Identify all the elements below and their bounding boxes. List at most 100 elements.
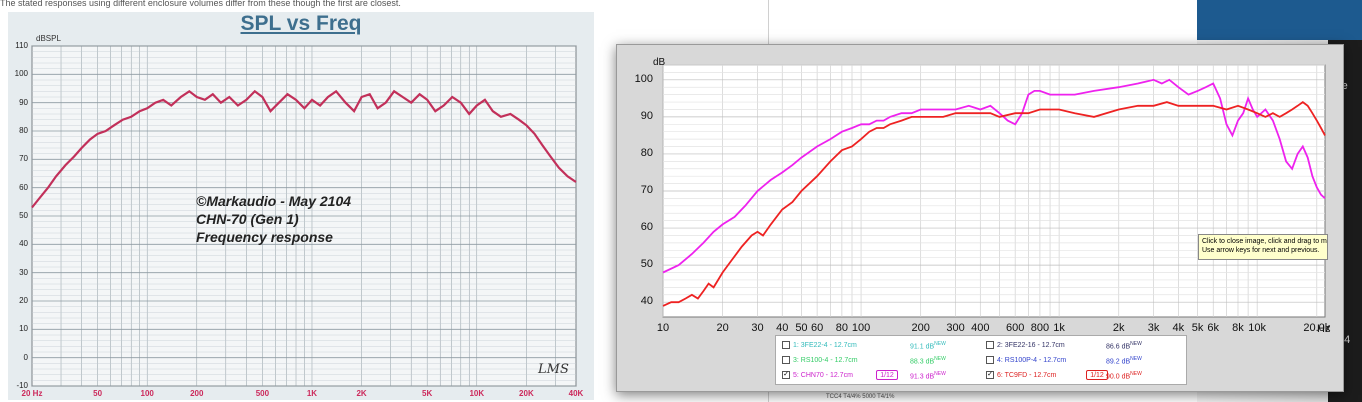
left-y-tick-label: 20 — [19, 296, 28, 305]
right-x-tick-label: 1k — [1053, 322, 1065, 334]
right-x-tick-label: 100 — [851, 322, 871, 334]
left-y-tick-label: 50 — [19, 211, 28, 220]
sensitivity-value: 91.1 dB — [910, 343, 935, 351]
image-lightbox-popup[interactable]: dB 100 90 80 70 60 50 40 10 20 30 40 50 60 80 100 200 3… — [616, 44, 1344, 392]
left-y-tick-label: 0 — [23, 352, 28, 362]
legend-sensitivity: 91.3 dBNEW — [910, 371, 946, 380]
left-x-tick-label: 100 — [140, 389, 154, 398]
right-y-tick-label: 80 — [640, 146, 653, 159]
right-chart-y-unit: dB — [653, 57, 666, 68]
legend-entry[interactable]: ✓ 5: CHN70 - 12.7cm — [782, 371, 853, 379]
page-text-fragment: TCC4 T4/4% 5000 T4/1% — [826, 394, 895, 400]
right-x-tick-label: 5k — [1191, 322, 1204, 334]
right-x-tick-label: 300 — [946, 322, 965, 334]
left-x-tick-label: 1K — [306, 389, 318, 398]
legend-sensitivity: 86.6 dBNEW — [1106, 341, 1142, 350]
left-y-tick-label: 80 — [19, 126, 28, 135]
right-x-tick-label: 50 — [795, 322, 808, 334]
new-badge: NEW — [1130, 371, 1142, 377]
right-chart-x-unit: Hz — [1317, 323, 1331, 335]
right-y-tick-label: 40 — [640, 295, 653, 308]
new-badge: NEW — [1130, 341, 1142, 347]
left-spl-chart: SPL vs Freq dBSPL 110 100 90 80 70 60 50 40 30 20… — [8, 12, 594, 400]
legend-row: 1: 3FE22-4 - 12.7cm 91.1 dBNEW 2: 3FE22-16… — [776, 339, 1186, 353]
left-x-tick-label: 500 — [255, 389, 270, 398]
legend-checkbox[interactable] — [782, 341, 790, 349]
smoothing-control[interactable]: 1/12 — [1086, 370, 1108, 380]
sensitivity-value: 86.6 dB — [1106, 343, 1131, 351]
right-x-tick-label: 20.0k — [1303, 322, 1331, 334]
new-badge: NEW — [934, 356, 946, 362]
right-x-tick-label: 3k — [1147, 322, 1160, 334]
legend-label: 1: 3FE22-4 - 12.7cm — [793, 341, 857, 349]
right-x-tick-label: 2k — [1112, 322, 1125, 334]
annotation-line-model: CHN-70 (Gen 1) — [196, 211, 299, 227]
left-y-tick-label: 100 — [14, 69, 28, 79]
legend-entry[interactable]: 4: RS100P-4 - 12.7cm — [986, 356, 1066, 364]
tooltip-line: Use arrow keys for next and previous. — [1202, 247, 1320, 254]
left-x-tick-label: 20 Hz — [21, 389, 43, 398]
right-y-tick-label: 50 — [640, 258, 653, 271]
left-chart-title: SPL vs Freq — [240, 12, 362, 35]
right-x-tick-label: 20 — [716, 322, 729, 334]
legend-entry[interactable]: ✓ 6: TC9FD - 12.7cm — [986, 371, 1056, 379]
legend-sensitivity: 90.0 dBNEW — [1106, 371, 1142, 380]
left-y-tick-label: 70 — [19, 154, 28, 164]
smoothing-control[interactable]: 1/12 — [876, 370, 898, 380]
new-badge: NEW — [934, 371, 946, 377]
right-x-tick-label: 10 — [656, 322, 670, 334]
right-x-tick-label: 4k — [1172, 322, 1185, 334]
left-y-tick-label: 110 — [15, 41, 28, 50]
left-x-tick-label: 10K — [469, 389, 485, 398]
new-badge: NEW — [934, 341, 946, 347]
right-x-tick-label: 400 — [971, 322, 990, 334]
legend-checkbox[interactable]: ✓ — [986, 371, 994, 379]
tooltip-line: Click to close image, click and drag to … — [1202, 238, 1328, 245]
legend-sensitivity: 91.1 dBNEW — [910, 341, 946, 350]
legend-label: 5: CHN70 - 12.7cm — [793, 371, 853, 379]
right-x-tick-label: 60 — [810, 322, 824, 334]
legend-checkbox[interactable] — [986, 341, 994, 349]
new-badge: NEW — [1130, 356, 1142, 362]
top-caption: The stated responses using different enc… — [0, 0, 401, 8]
left-y-tick-label: 30 — [19, 267, 28, 277]
annotation-line-caption: Frequency response — [196, 229, 333, 245]
lms-logo: LMS — [538, 362, 569, 377]
left-x-tick-label: 5K — [422, 389, 433, 398]
lightbox-tooltip: Click to close image, click and drag to … — [1198, 234, 1328, 260]
legend-row: 3: RS100-4 - 12.7cm 88.3 dBNEW 4: RS100P-4… — [776, 354, 1186, 368]
left-chart-y-unit: dBSPL — [36, 34, 61, 43]
legend-sensitivity: 88.3 dBNEW — [910, 356, 946, 365]
legend-label: 4: RS100P-4 - 12.7cm — [997, 356, 1067, 364]
right-chart-plot — [662, 64, 1326, 318]
sensitivity-value: 91.3 dB — [910, 373, 935, 381]
left-y-tick-label: 40 — [19, 239, 28, 249]
legend-label: 2: 3FE22-16 - 12.7cm — [997, 341, 1065, 349]
legend-checkbox[interactable] — [986, 356, 994, 364]
sensitivity-value: 90.0 dB — [1106, 373, 1131, 381]
chart-legend: 1: 3FE22-4 - 12.7cm 91.1 dBNEW 2: 3FE22-16… — [775, 335, 1187, 385]
legend-label: 3: RS100-4 - 12.7cm — [793, 356, 858, 364]
legend-entry[interactable]: 2: 3FE22-16 - 12.7cm — [986, 341, 1065, 349]
right-y-tick-label: 70 — [640, 184, 653, 196]
legend-label: 6: TC9FD - 12.7cm — [997, 371, 1057, 379]
legend-row: ✓ 5: CHN70 - 12.7cm 1/12 91.3 dBNEW ✓ 6: TC9F… — [776, 369, 1186, 383]
sensitivity-value: 88.3 dB — [910, 358, 935, 366]
right-x-tick-label: 800 — [1030, 322, 1050, 334]
left-response-curve — [31, 89, 577, 209]
legend-entry[interactable]: 3: RS100-4 - 12.7cm — [782, 356, 858, 364]
left-x-tick-label: 200 — [190, 389, 204, 398]
left-x-tick-label: 2K — [356, 389, 367, 398]
left-y-tick-label: 90 — [19, 97, 28, 107]
curve-tc9fd — [662, 100, 1326, 307]
right-x-tick-label: 10k — [1248, 322, 1267, 334]
legend-entry[interactable]: 1: 3FE22-4 - 12.7cm — [782, 341, 857, 349]
right-y-tick-label: 60 — [640, 221, 653, 234]
left-y-tick-label: -10 — [16, 381, 28, 390]
right-x-tick-label: 80 — [835, 322, 848, 334]
legend-checkbox[interactable]: ✓ — [782, 371, 790, 379]
legend-checkbox[interactable] — [782, 356, 790, 364]
left-y-tick-label: 10 — [19, 324, 28, 334]
legend-sensitivity: 89.2 dBNEW — [1106, 356, 1142, 365]
page-header-band — [1197, 0, 1362, 40]
